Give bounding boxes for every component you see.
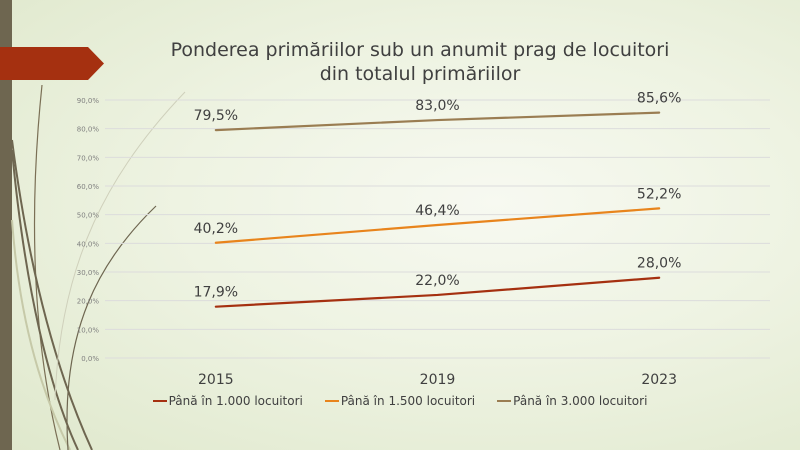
y-tick-label: 60,0% [77, 183, 100, 191]
x-tick-label: 2015 [198, 372, 234, 388]
legend-label: Până în 1.500 locuitori [340, 394, 476, 408]
legend-label: Până în 1.000 locuitori [168, 394, 303, 408]
y-tick-label: 0,0% [81, 355, 99, 363]
data-label: 40,2% [194, 221, 238, 237]
legend-item-3000: Până în 3.000 locuitori [497, 394, 647, 408]
chart-title-line-2: din totalul primăriilor [319, 63, 521, 85]
legend-swatch [497, 400, 512, 402]
y-tick-label: 40,0% [77, 240, 100, 248]
series-line-0 [214, 276, 661, 308]
series-line-1 [214, 207, 661, 244]
y-tick-label: 70,0% [77, 154, 100, 162]
y-tick-label: 90,0% [77, 97, 100, 105]
chart-title-line-1: Ponderea primăriilor sub un anumit prag … [170, 39, 670, 61]
legend-swatch [324, 400, 339, 402]
legend-item-1500: Până în 1.500 locuitori [324, 394, 476, 408]
data-label: 28,0% [637, 256, 681, 272]
series-line-2 [214, 111, 661, 132]
data-label: 83,0% [415, 98, 459, 114]
arrow-banner-decoration [0, 47, 104, 80]
y-tick-label: 20,0% [77, 298, 100, 306]
legend-label: Până în 3.000 locuitori [513, 394, 648, 408]
data-label: 52,2% [637, 186, 681, 202]
data-label: 17,9% [194, 285, 238, 301]
decorative-curves [11, 84, 186, 450]
data-label: 85,6% [637, 91, 681, 107]
y-tick-label: 50,0% [77, 212, 100, 220]
y-tick-label: 80,0% [77, 126, 100, 134]
data-label: 22,0% [415, 273, 459, 289]
y-tick-label: 30,0% [77, 269, 100, 277]
legend-swatch [152, 400, 167, 402]
legend-item-1000: Până în 1.000 locuitori [152, 394, 303, 408]
data-label: 46,4% [415, 203, 459, 219]
y-tick-label: 10,0% [77, 326, 100, 334]
x-tick-label: 2023 [641, 372, 677, 388]
chart-title: Ponderea primăriilor sub un anumit prag … [110, 38, 730, 86]
data-label: 79,5% [194, 108, 238, 124]
x-tick-label: 2019 [420, 372, 456, 388]
chart-legend: Până în 1.000 locuitori Până în 1.500 lo… [0, 394, 800, 408]
slide-side-bar [0, 0, 12, 450]
